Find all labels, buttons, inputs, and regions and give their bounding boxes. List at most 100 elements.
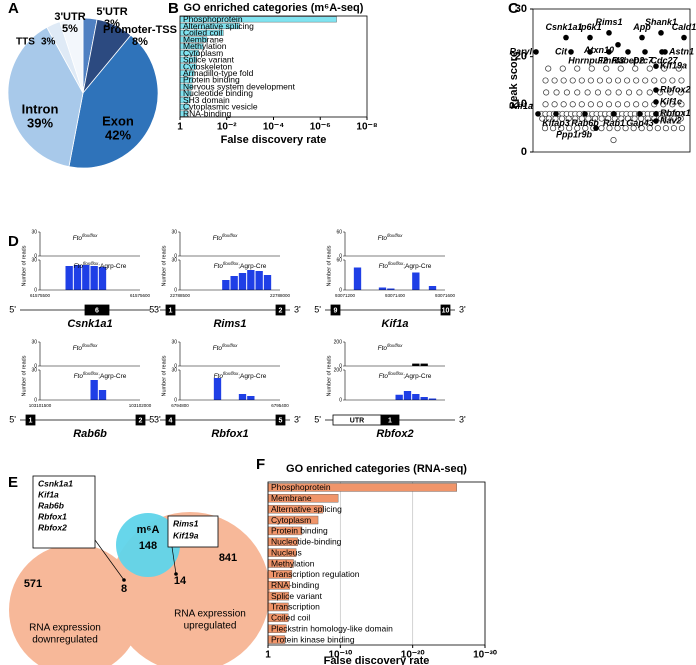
gene-box: [167, 515, 219, 548]
point: [596, 101, 603, 108]
y-axis-label: Number of reads: [161, 355, 167, 396]
point-label: Rabep2: [612, 55, 645, 65]
pie-label: 5'UTR: [96, 6, 127, 18]
point-label: Cit: [555, 46, 568, 56]
genotype-label: Ftoflox/flox: [213, 343, 238, 352]
point: [669, 101, 676, 108]
point-label: Rbfox2: [660, 84, 691, 94]
point: [677, 89, 684, 96]
coverage-bar: [403, 391, 412, 400]
point: [542, 77, 549, 84]
point: [541, 125, 549, 132]
point-label: Shank1: [645, 17, 677, 27]
coverage-bar: [90, 266, 98, 290]
venn-label: upregulated: [184, 621, 237, 632]
coverage-bar: [420, 397, 428, 400]
point: [631, 115, 638, 122]
connector: [94, 539, 125, 581]
point-label: App: [632, 22, 651, 32]
labeled-point: [642, 49, 648, 55]
category-label: Nervous system development: [183, 81, 296, 91]
point-label: Nav2: [660, 115, 682, 125]
point: [632, 65, 639, 72]
coverage-bar: [428, 398, 437, 400]
category-label: Methylation: [183, 41, 227, 51]
category-label: Cytoplasm: [183, 48, 223, 58]
point: [654, 125, 661, 132]
genotype-allele: flox/flox: [222, 343, 238, 348]
exon-label: UTR: [350, 417, 364, 424]
genotype-label: Ftoflox/flox;Agrp-Cre: [214, 371, 267, 380]
x-tick-label: 10⁻²⁰: [401, 650, 425, 661]
genotype-allele: flox/flox: [222, 233, 238, 238]
point-label: Cdc27: [650, 55, 678, 65]
point: [671, 115, 678, 122]
point: [560, 101, 567, 108]
genotype-gene: Fto: [73, 345, 83, 352]
point: [569, 101, 576, 108]
point: [559, 115, 566, 122]
coverage-bar: [98, 267, 107, 290]
genotype-gene: Fto: [214, 263, 224, 270]
point: [622, 125, 629, 132]
point: [560, 77, 567, 84]
pie-label: TTS: [16, 37, 35, 48]
coordinate-label: 61575500: [30, 293, 51, 298]
x-axis-label: False discovery rate: [221, 134, 327, 146]
connector-dot: [174, 572, 178, 576]
connector: [171, 546, 177, 575]
genotype-allele: flox/flox: [387, 343, 403, 348]
point: [578, 77, 585, 84]
y-tick-label: 0: [174, 287, 177, 293]
genotype-gene: Fto: [74, 373, 84, 380]
point: [569, 77, 576, 84]
labeled-point: [615, 41, 621, 48]
pie-value-label: 42%: [105, 127, 131, 142]
labeled-point: [582, 111, 588, 117]
pie-value-label: 5%: [62, 23, 78, 35]
y-tick-label: 30: [31, 367, 37, 373]
point: [624, 101, 631, 108]
category-label: Methylation: [271, 558, 315, 568]
coverage-bar: [247, 396, 255, 400]
prime-label: 3': [154, 304, 161, 314]
genotype-gene: Fto: [378, 345, 388, 352]
point-label: Ip6k1: [578, 22, 601, 32]
genotype-label: Ftoflox/flox: [213, 233, 238, 242]
point: [662, 125, 669, 132]
category-label: Protein binding: [183, 75, 240, 85]
genotype-allele: flox/flox: [83, 261, 99, 266]
exon-label: 2: [279, 307, 283, 314]
y-tick-label: 30: [171, 257, 177, 263]
prime-label: 5': [9, 414, 16, 424]
prime-label: 3': [294, 304, 301, 314]
labeled-point: [658, 30, 664, 36]
category-label: Transcription regulation: [271, 569, 360, 579]
y-tick-label: 10: [515, 98, 527, 110]
genotype-driver: ;Agrp-Cre: [403, 263, 432, 270]
genotype-allele: flox/flox: [387, 233, 403, 238]
category-label: Coiled coil: [271, 613, 310, 623]
gene-name: Rab6b: [73, 428, 107, 440]
point-label: Gap43: [626, 118, 654, 128]
x-tick-label: 10⁻¹⁰: [328, 650, 352, 661]
point: [566, 125, 573, 132]
coordinate-label: 6794800: [171, 403, 189, 408]
labeled-point: [568, 49, 574, 55]
category-label: Membrane: [271, 493, 312, 503]
y-axis-label: Number of reads: [21, 355, 27, 396]
coverage-bar: [412, 394, 420, 400]
labeled-point: [587, 34, 593, 41]
exon-label: 9: [334, 307, 338, 314]
y-tick-label: 30: [31, 339, 37, 345]
point: [661, 65, 668, 72]
pie-value-label: 39%: [27, 115, 53, 130]
labeled-point: [681, 34, 687, 41]
point-label: Kifap3: [542, 118, 570, 128]
panel-label: D: [8, 233, 19, 250]
point-label: Kif1c: [660, 96, 682, 106]
point: [615, 89, 622, 96]
y-tick-label: 0: [339, 253, 342, 259]
genotype-gene: Fto: [379, 263, 389, 270]
genotype-gene: Fto: [74, 263, 84, 270]
